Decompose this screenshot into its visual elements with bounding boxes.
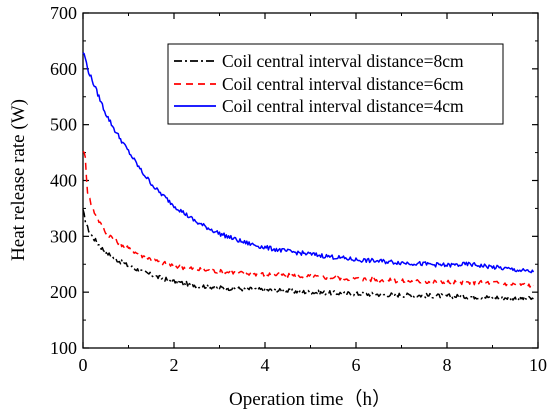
x-tick-labels: 0 2 4 6 8 10 bbox=[79, 355, 548, 375]
y-tick-label: 700 bbox=[50, 3, 77, 23]
x-tick-label: 6 bbox=[352, 355, 361, 375]
legend-label-6cm: Coil central interval distance=6cm bbox=[222, 74, 464, 94]
x-tick-label: 0 bbox=[79, 355, 88, 375]
y-tick-label: 200 bbox=[50, 282, 77, 302]
y-tick-label: 400 bbox=[50, 171, 77, 191]
x-tick-label: 10 bbox=[529, 355, 547, 375]
y-tick-label: 500 bbox=[50, 115, 77, 135]
legend: Coil central interval distance=8cm Coil … bbox=[167, 43, 504, 125]
y-tick-labels: 100 200 300 400 500 600 700 bbox=[50, 3, 77, 358]
y-tick-label: 600 bbox=[50, 59, 77, 79]
series-line-2 bbox=[82, 52, 535, 274]
x-tick-label: 8 bbox=[443, 355, 452, 375]
legend-box bbox=[167, 43, 504, 125]
legend-label-8cm: Coil central interval distance=8cm bbox=[222, 51, 464, 71]
x-axis-title: Operation time（h） bbox=[229, 388, 391, 410]
y-tick-label: 300 bbox=[50, 226, 77, 246]
y-tick-label: 100 bbox=[50, 338, 77, 358]
legend-label-4cm: Coil central interval distance=4cm bbox=[222, 96, 464, 116]
series-lines bbox=[82, 52, 535, 302]
x-tick-label: 2 bbox=[170, 355, 179, 375]
y-axis-title: Heat release rate (W) bbox=[8, 99, 29, 261]
series-line-1 bbox=[82, 150, 535, 288]
series-line-0 bbox=[82, 209, 534, 302]
x-tick-label: 4 bbox=[261, 355, 270, 375]
